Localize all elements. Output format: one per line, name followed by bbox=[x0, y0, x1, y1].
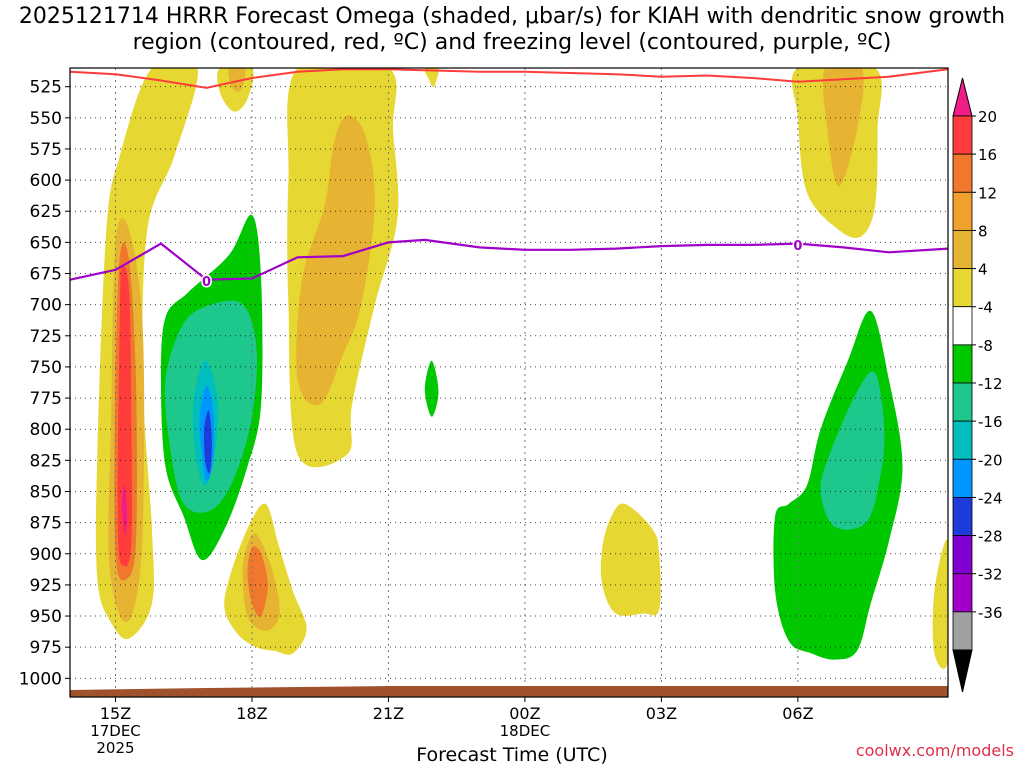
y-tick-label-600: 600 bbox=[30, 171, 62, 191]
colorbar-segment-1 bbox=[952, 115, 973, 155]
freezing-level-line bbox=[70, 238, 948, 281]
colorbar-segment-12 bbox=[952, 535, 973, 575]
omega-region-4 bbox=[424, 68, 439, 88]
colorbar-segment-3 bbox=[952, 191, 973, 231]
x-tick-date-15Z: 17DEC bbox=[90, 722, 141, 740]
omega-region-8 bbox=[228, 68, 246, 92]
omega-region-8 bbox=[822, 68, 864, 187]
colorbar-segment-8 bbox=[952, 382, 973, 422]
colorbar-bottom-arrow bbox=[952, 649, 973, 693]
y-tick-label-750: 750 bbox=[30, 358, 62, 378]
colorbar-label--28: -28 bbox=[978, 528, 1003, 546]
colorbar-segment-7 bbox=[952, 344, 973, 384]
colorbar-segment-5 bbox=[952, 268, 973, 308]
colorbar-segment-14 bbox=[952, 611, 973, 651]
plot-area: 00 bbox=[70, 68, 948, 697]
y-tick-label-800: 800 bbox=[30, 420, 62, 440]
freezing-level-label-0: 0 bbox=[202, 275, 211, 290]
omega-region-12 bbox=[247, 546, 268, 617]
y-tick-label-975: 975 bbox=[30, 638, 62, 658]
colorbar-label--8: -8 bbox=[978, 337, 993, 355]
colorbar-label--16: -16 bbox=[978, 413, 1003, 431]
x-tick-label-00Z: 00Z bbox=[509, 704, 540, 723]
colorbar-label--24: -24 bbox=[978, 489, 1003, 507]
y-tick-label-525: 525 bbox=[30, 78, 62, 98]
y-tick-label-725: 725 bbox=[30, 327, 62, 347]
omega-region--4 bbox=[424, 360, 439, 417]
y-tick-label-825: 825 bbox=[30, 451, 62, 471]
y-tick-label-775: 775 bbox=[30, 389, 62, 409]
y-tick-label-700: 700 bbox=[30, 296, 62, 316]
colorbar-label-20: 20 bbox=[978, 108, 997, 126]
x-tick-date-00Z: 18DEC bbox=[500, 722, 551, 740]
colorbar-top-arrow bbox=[952, 77, 973, 117]
omega-region-4 bbox=[600, 503, 661, 616]
chart-title: 2025121714 HRRR Forecast Omega (shaded, … bbox=[18, 4, 1006, 55]
x-tick-label-03Z: 03Z bbox=[646, 704, 677, 723]
terrain-strip bbox=[70, 686, 948, 697]
colorbar-label--4: -4 bbox=[978, 299, 993, 317]
y-tick-label-900: 900 bbox=[30, 545, 62, 565]
y-tick-label-875: 875 bbox=[30, 514, 62, 534]
colorbar-segment-2 bbox=[952, 153, 973, 193]
colorbar-label-16: 16 bbox=[978, 146, 997, 164]
y-tick-label-925: 925 bbox=[30, 576, 62, 596]
omega-region-8 bbox=[296, 115, 375, 406]
colorbar-label--36: -36 bbox=[978, 604, 1003, 622]
colorbar-segment-11 bbox=[952, 497, 973, 536]
x-tick-label-21Z: 21Z bbox=[373, 704, 404, 723]
y-tick-label-950: 950 bbox=[30, 607, 62, 627]
freezing-level-label-1: 0 bbox=[793, 239, 802, 254]
x-tick-label-18Z: 18Z bbox=[236, 704, 267, 723]
colorbar-label-8: 8 bbox=[978, 222, 988, 240]
colorbar-segment-4 bbox=[952, 230, 973, 269]
y-tick-label-850: 850 bbox=[30, 482, 62, 502]
credit-text: coolwx.com/models bbox=[855, 741, 1014, 760]
y-tick-label-575: 575 bbox=[30, 140, 62, 160]
y-tick-label-1000: 1000 bbox=[19, 669, 62, 689]
colorbar-segment-13 bbox=[952, 573, 973, 613]
x-tick-label-15Z: 15Z bbox=[100, 704, 131, 723]
omega-region--8 bbox=[820, 371, 885, 530]
y-tick-label-650: 650 bbox=[30, 233, 62, 253]
plot-frame bbox=[69, 67, 949, 698]
colorbar-segment-10 bbox=[952, 458, 973, 498]
omega-region-16 bbox=[117, 266, 133, 567]
colorbar-label--32: -32 bbox=[978, 566, 1003, 584]
x-tick-label-06Z: 06Z bbox=[782, 704, 813, 723]
colorbar-label-12: 12 bbox=[978, 184, 997, 202]
colorbar-segment-6 bbox=[952, 306, 973, 346]
omega-region-4 bbox=[932, 539, 948, 669]
x-tick-year-15Z: 2025 bbox=[96, 739, 134, 757]
colorbar-label--20: -20 bbox=[978, 451, 1003, 469]
colorbar-label--12: -12 bbox=[978, 375, 1003, 393]
y-tick-label-675: 675 bbox=[30, 265, 62, 285]
colorbar-segment-9 bbox=[952, 420, 973, 460]
omega-region--20 bbox=[203, 410, 212, 474]
colorbar-label-4: 4 bbox=[978, 261, 988, 279]
y-tick-label-625: 625 bbox=[30, 202, 62, 222]
dgz-contour-line bbox=[70, 68, 948, 89]
y-tick-label-550: 550 bbox=[30, 109, 62, 129]
x-axis-label: Forecast Time (UTC) bbox=[416, 744, 608, 766]
